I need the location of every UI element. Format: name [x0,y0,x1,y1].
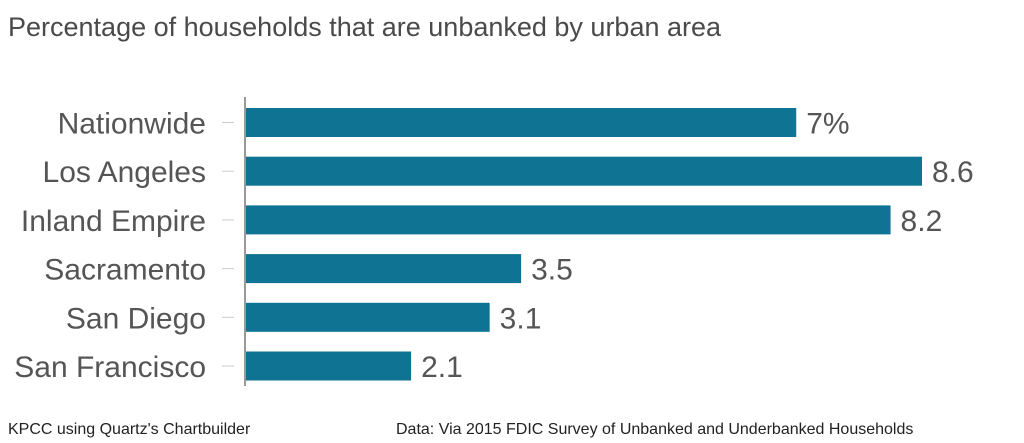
data-label: 2.1 [421,351,463,384]
data-label: 8.2 [901,205,943,238]
category-label: San Diego [66,302,206,335]
bar-sacramento [246,254,522,284]
category-label: Inland Empire [21,205,206,238]
data-label: 7% [806,108,849,141]
source-text: Data: Via 2015 FDIC Survey of Unbanked a… [396,421,914,438]
category-labels: Nationwide Los Angeles Inland Empire Sacram… [14,108,206,385]
chart-title: Percentage of households that are unbank… [8,12,722,42]
data-label: 3.1 [500,302,542,335]
category-label: San Francisco [14,351,206,384]
category-label: Los Angeles [43,156,206,189]
tick-marks [222,122,234,367]
bar-san-francisco [246,351,412,381]
value-labels: 7% 8.6 8.2 3.5 3.1 2.1 [421,108,974,385]
bar-san-diego [246,302,490,332]
bar-inland-empire [246,205,891,235]
category-label: Sacramento [44,254,206,287]
category-label: Nationwide [58,108,206,141]
data-label: 8.6 [932,156,974,189]
bars [246,108,922,381]
bar-nationwide [246,108,797,137]
bar-los-angeles [246,156,922,186]
credit-text: KPCC using Quartz's Chartbuilder [8,421,251,438]
data-label: 3.5 [531,254,573,287]
